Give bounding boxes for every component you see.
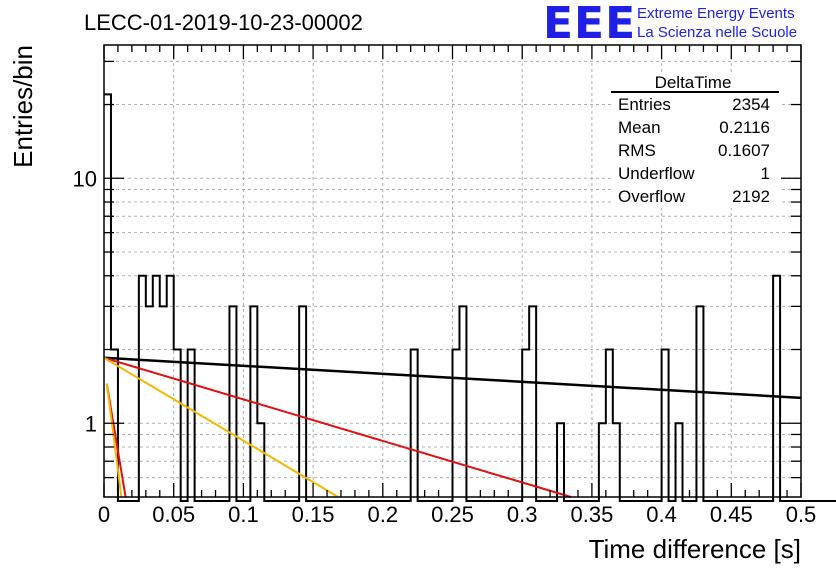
x-tick-label: 0.45 [710,502,753,527]
logo-line-2: La Scienza nelle Scuole [637,24,798,41]
y-axis-label: Entries/bin [8,45,38,168]
x-tick-label: 0.5 [786,502,817,527]
stats-label: Entries [618,95,671,114]
x-tick-label: 0.1 [228,502,259,527]
eee-logo: EEE [543,0,637,49]
x-tick-label: 0.25 [431,502,474,527]
stats-value: 2354 [732,95,770,114]
stats-box: DeltaTime Entries 2354 Mean 0.2116 RMS 0.1607… [611,73,779,208]
chart-title: LECC-01-2019-10-23-00002 [84,10,363,35]
fit-lines [103,356,802,498]
stats-title: DeltaTime [655,73,732,92]
x-tick-label: 0.2 [368,502,399,527]
fit-line [103,356,339,498]
y-tick-label: 1 [85,411,97,436]
stats-value: 1 [761,164,770,183]
stats-value: 0.1607 [718,141,770,160]
stats-label: Overflow [618,187,686,206]
x-tick-label: 0 [98,502,110,527]
axis-ticks [103,45,802,497]
x-tick-label: 0.15 [292,502,335,527]
stats-value: 2192 [732,187,770,206]
x-tick-labels: 0 0.05 0.1 0.15 0.2 0.25 0.3 0.35 0.4 0.45 0.5 [98,502,816,527]
y-tick-labels: 1 10 [73,166,97,436]
fit-line [103,356,802,400]
stats-label: Underflow [618,164,695,183]
histogram-bars [104,93,836,502]
logo-line-1: Extreme Energy Events [637,5,795,22]
x-tick-label: 0.35 [570,502,613,527]
x-tick-label: 0.3 [507,502,538,527]
stats-label: Mean [618,118,661,137]
y-tick-label: 10 [73,166,97,191]
fit-line [103,356,572,498]
x-tick-label: 0.4 [646,502,677,527]
histogram-outline [104,93,836,502]
logo-subtitle: Extreme Energy Events La Scienza nelle S… [637,4,797,42]
stats-value: 0.2116 [719,118,770,137]
stats-label: RMS [618,141,656,160]
fit-line [105,383,123,498]
x-tick-label: 0.05 [152,502,195,527]
x-axis-label: Time difference [s] [589,534,801,564]
